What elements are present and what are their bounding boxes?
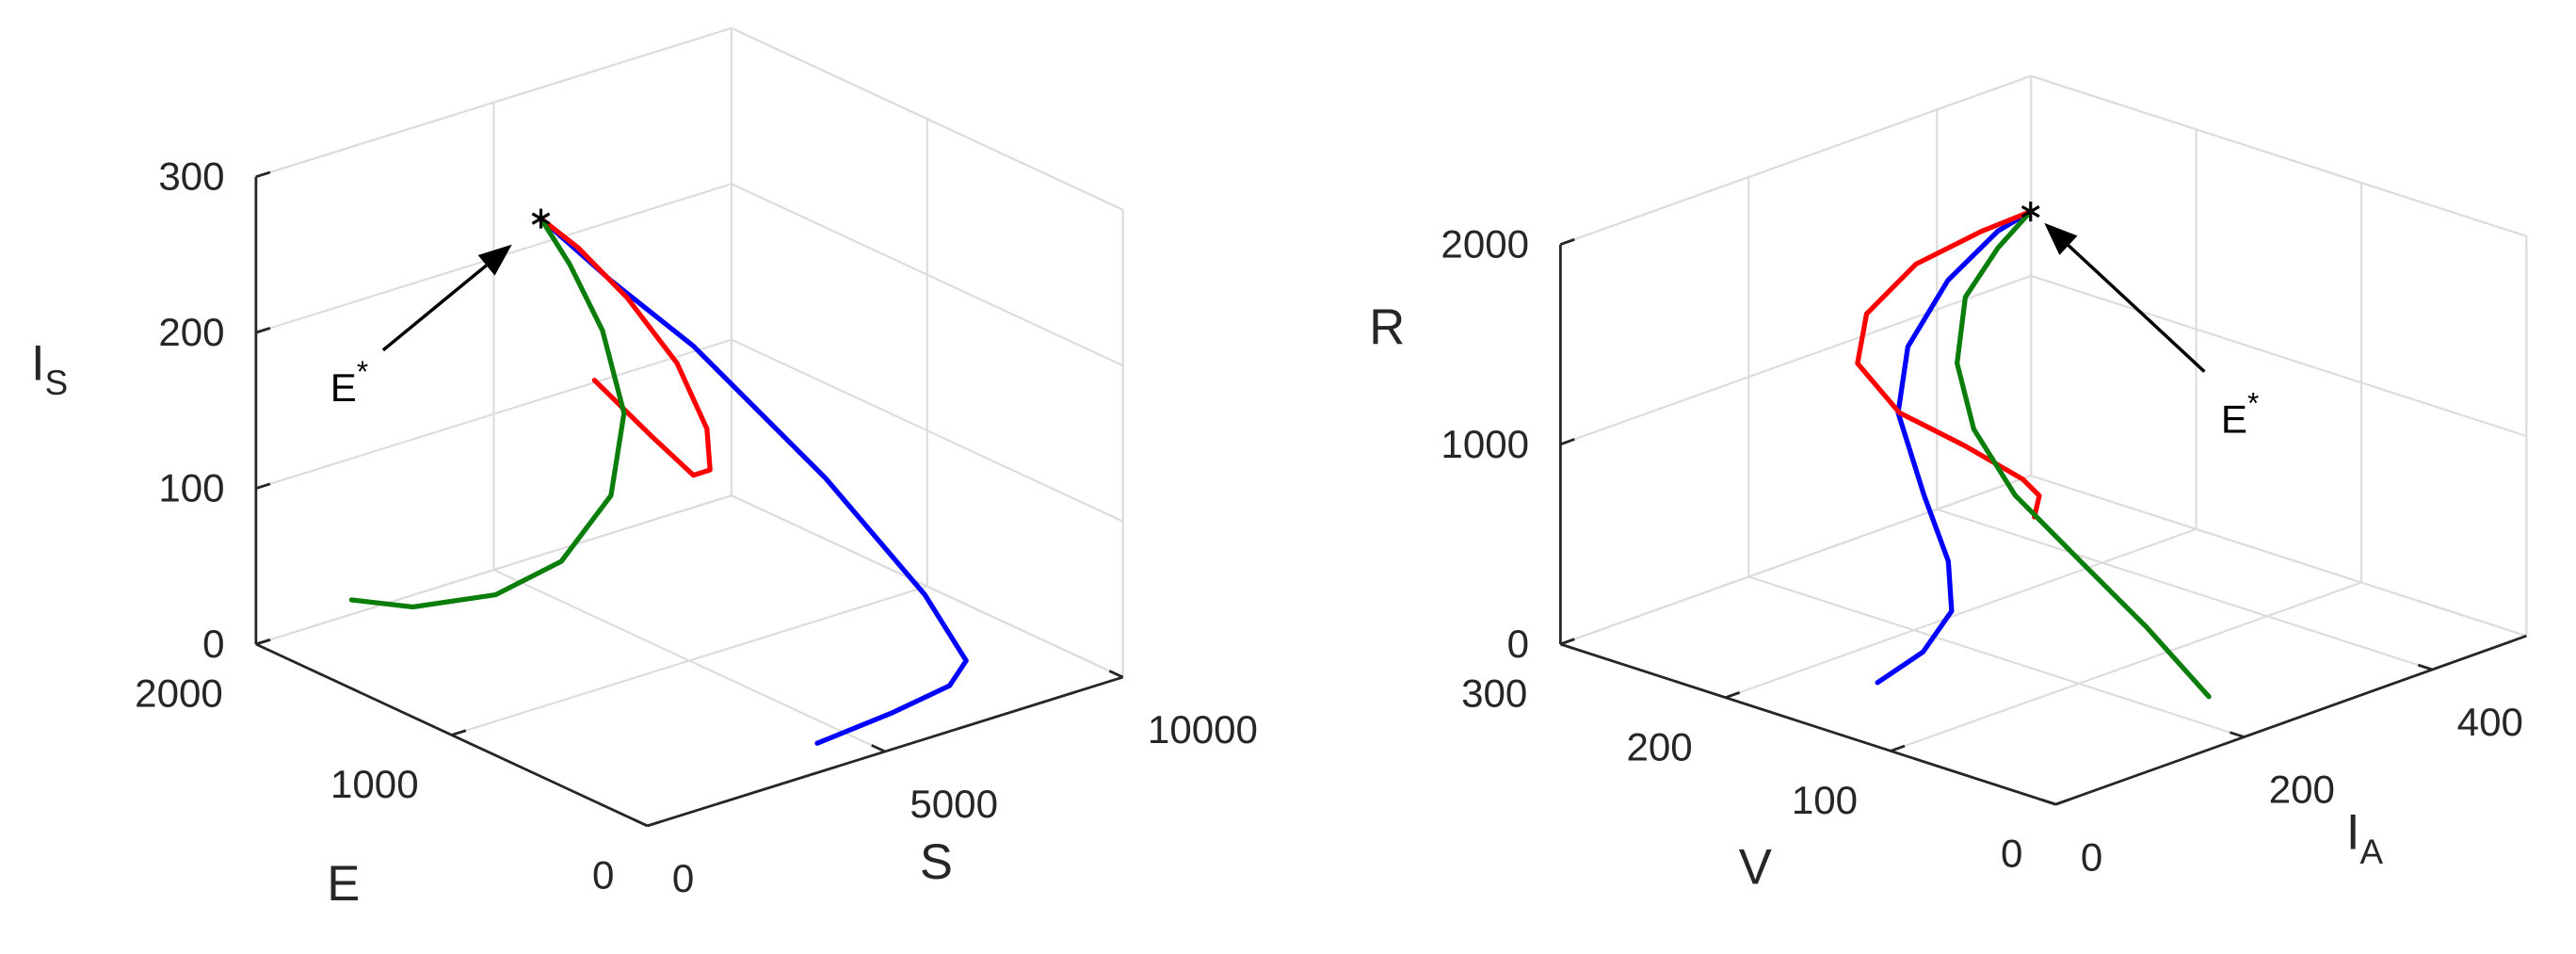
grid-line [2030,274,2527,438]
trajectory [1875,209,2034,686]
z-tick-label: 100 [158,466,224,510]
axis-label: V [1739,839,1772,895]
axis-label: IA [2346,804,2384,871]
grid-line [731,183,1124,367]
grid-line [1560,475,2032,645]
grid-line [731,338,1124,523]
y-tick-label: 0 [2001,832,2022,876]
y-tick-label: 1000 [330,762,419,806]
equilibrium-marker [531,208,551,229]
y-tick-label: 100 [1792,778,1858,822]
annotation: E* [330,354,368,410]
trajectory [1955,209,2212,700]
grid-line [255,494,733,645]
x-tick-label: 0 [672,856,694,900]
axis-label-text: I [2346,804,2360,860]
grid-line [451,585,928,736]
grid-line [731,494,1124,679]
y-tick [451,729,467,736]
x-tick [2041,798,2056,806]
axis-label-text: R [1369,299,1405,355]
x-tick [2417,663,2433,671]
grid-line [1725,527,2197,699]
grid-line [255,26,733,178]
z-tick-label: 1000 [1441,422,1529,466]
y-tick [647,819,663,828]
grid-line [731,26,1124,211]
annotation-arrowhead [2044,222,2078,255]
annotation-superscript: * [2247,385,2259,419]
trajectory [1855,209,2042,520]
z-tick-label: 0 [202,622,224,666]
axis-label-text: S [920,834,953,890]
axis-label: IS [31,335,68,402]
z-tick [1559,237,1575,246]
trajectory [348,216,627,610]
z-tick [255,327,271,334]
x-tick [633,817,649,828]
annotation-arrow [381,264,488,352]
grid-line [1560,274,2032,445]
axis-label: S [920,834,953,890]
grid-line [1560,74,2032,246]
z-tick-label: 0 [1507,622,1529,666]
y-tick-label: 300 [1461,671,1527,716]
axis-label-text: E [327,856,360,912]
z-tick-label: 200 [158,310,224,354]
annotation: E* [2221,385,2259,441]
x-tick-label: 10000 [1148,707,1258,752]
annotation-arrow [2067,244,2206,373]
trajectory [538,216,713,478]
x-axis [647,675,1124,828]
trajectory [538,216,969,746]
equilibrium-marker [2021,202,2040,222]
y-tick [1725,691,1741,700]
z-tick [255,482,271,490]
x-tick [2230,731,2245,738]
y-tick-label: 0 [592,853,614,897]
y-tick [1559,638,1575,646]
y-axis [255,642,649,828]
z-tick-label: 2000 [1441,222,1529,267]
axis-label-text: I [31,335,45,391]
grid-line [1936,508,2433,671]
y-tick-label: 200 [1626,724,1692,768]
x-tick [871,744,886,753]
y-tick [255,638,271,646]
grid-line [2030,74,2527,237]
x-tick-label: 0 [2081,834,2102,879]
x-tick [1108,670,1124,679]
x-axis [2055,634,2527,806]
grid-line [255,338,733,490]
y-tick-label: 2000 [135,671,223,716]
grid-line [1747,575,2245,738]
axis-label: E [327,856,360,912]
axis-label: R [1369,299,1405,355]
annotation-arrowhead [477,244,512,276]
grid-line [2030,475,2527,638]
y-tick [1890,744,1906,752]
annotation-superscript: * [357,354,368,388]
annotation-text: E [330,365,357,410]
z-tick [255,170,271,178]
grid-line [1890,581,2362,752]
x-tick-label: 400 [2457,700,2523,744]
y-tick [2055,798,2070,806]
axis-label-subscript: A [2360,833,2384,871]
axis-label-subscript: S [45,364,69,402]
z-tick [1559,438,1575,446]
y-axis [1559,642,2056,806]
x-tick-label: 200 [2269,768,2335,812]
z-tick-label: 300 [158,154,224,199]
axis-label-text: V [1739,839,1772,895]
x-tick-label: 5000 [910,782,998,826]
annotation-text: E [2221,396,2247,441]
